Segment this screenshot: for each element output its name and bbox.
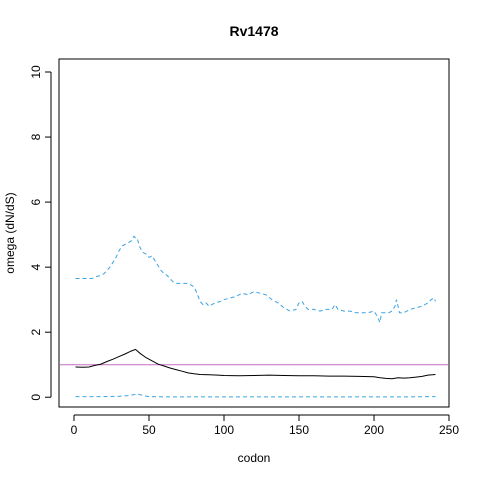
y-axis-label: omega (dN/dS) [3,192,17,273]
y-axis: 0 2 4 6 8 10 [29,65,52,401]
y-tick-label: 4 [29,263,43,270]
x-tick-label: 150 [289,423,309,437]
y-tick-label: 10 [29,65,43,79]
y-tick-label: 8 [29,133,43,140]
x-tick-label: 100 [214,423,234,437]
x-tick-label: 200 [364,423,384,437]
upper-bound-series-line [75,235,436,325]
y-tick-label: 0 [29,394,43,401]
series-layer [75,235,436,398]
plot-frame [58,58,450,408]
chart-title: Rv1478 [229,23,278,39]
x-tick-label: 50 [142,423,156,437]
y-tick-label: 2 [29,329,43,336]
omega-estimate-series-line [75,348,436,380]
x-tick-label: 0 [71,423,78,437]
x-axis-label: codon [238,451,271,465]
y-tick-label: 6 [29,198,43,205]
x-tick-label: 250 [439,423,459,437]
x-axis: 0 50 100 150 200 250 [71,414,459,437]
lower-bound-series-line [75,393,436,398]
